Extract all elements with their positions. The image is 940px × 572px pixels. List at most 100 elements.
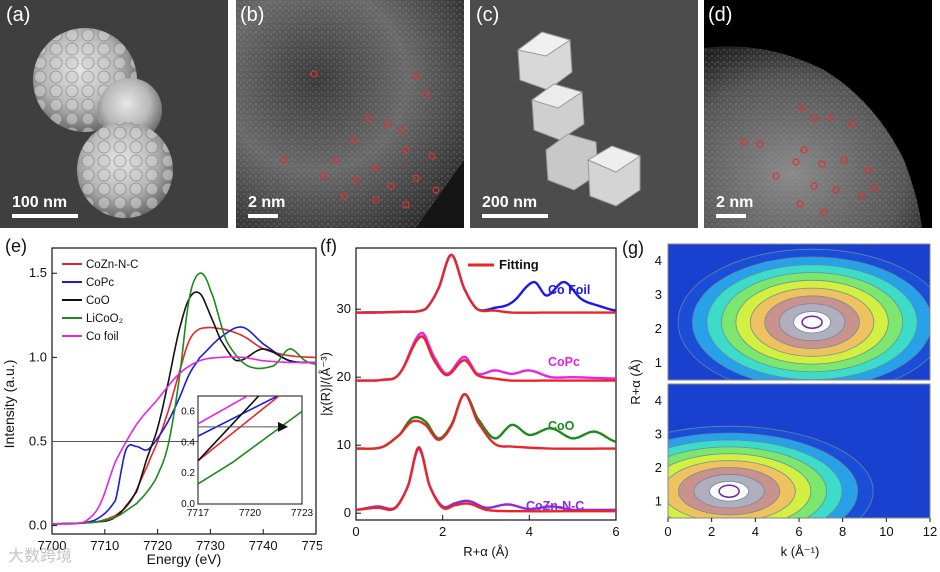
- series-label: CoPc: [548, 355, 580, 369]
- contour-level: [709, 480, 750, 502]
- x-axis-label: Energy (eV): [147, 551, 222, 567]
- scale-bar: 100 nm: [12, 194, 78, 218]
- scale-bar-line: [12, 214, 78, 218]
- inset-line: [198, 396, 249, 425]
- scale-bar: 2 nm: [716, 194, 753, 218]
- series-line-CoO fit: [356, 392, 616, 450]
- legend-entry: LiCoO₂: [86, 313, 123, 325]
- legend-entry: CoZn-N-C: [86, 259, 138, 271]
- y-tick-label: 4: [655, 253, 662, 268]
- x-tick-label: 0: [664, 524, 671, 539]
- x-tick-label: 7720: [143, 538, 172, 553]
- panel-a-sem-image: (a) 100 nm: [0, 0, 228, 228]
- y-axis-label: R+α (Å): [628, 359, 643, 404]
- exafs-chart: 0 2 4 6 0 10 20 30 (f) R+α (Å) |χ(R)|/(Å⁻³) Fitting…: [318, 236, 620, 559]
- y-tick-label: 0.5: [29, 433, 47, 448]
- x-tick-label: 0: [352, 524, 359, 539]
- series-line-Co Foil fit: [356, 253, 616, 314]
- y-tick-label: 30: [337, 301, 351, 316]
- panel-f-exafs-chart: 0 2 4 6 0 10 20 30 (f) R+α (Å) |χ(R)|/(Å⁻³) Fitting…: [316, 234, 626, 572]
- y-tick-label: 1.5: [29, 265, 47, 280]
- scale-bar: 2 nm: [248, 194, 285, 218]
- series-label: Co Foil: [548, 283, 590, 297]
- y-axis-label: Intensity (a.u.): [1, 360, 17, 449]
- panel-label: (c): [476, 4, 500, 26]
- y-tick-label: 0: [344, 505, 351, 520]
- x-tick-label: 7740: [249, 538, 278, 553]
- legend-entry: Fitting: [499, 257, 539, 272]
- y-tick-label: 3: [655, 426, 662, 441]
- series-line-CoZn-N-C fit: [355, 445, 616, 513]
- contour-peak: [801, 315, 823, 329]
- legend-entry: CoPc: [86, 277, 114, 289]
- inset-line: [198, 396, 280, 437]
- series-line-CoO: [51, 291, 317, 525]
- series-line-CoO: [356, 392, 617, 450]
- series-line-LiCoO₂: [51, 272, 317, 525]
- scale-bar-line: [716, 214, 746, 218]
- y-tick-label: 3: [655, 287, 662, 302]
- y-tick-label: 2: [655, 460, 662, 475]
- panel-label: (f): [320, 236, 337, 256]
- haadf-image-d: [704, 0, 932, 228]
- y-tick-label: 10: [337, 437, 351, 452]
- inset-y-tick-label: 0.6: [181, 406, 195, 417]
- y-tick-label: 1: [655, 355, 662, 370]
- panel-g-wavelet-chart: 1 2 3 4 1 2 3 4 0 2 4 6 8 10 12 (g) k (Å⁻¹) R+α (Å): [620, 234, 940, 572]
- x-tick-label: 6: [612, 524, 619, 539]
- inset-x-tick-label: 7720: [239, 508, 262, 519]
- y-tick-label: 2: [655, 321, 662, 336]
- plot-frame: [355, 247, 617, 521]
- wavelet-contours: [677, 248, 930, 380]
- contour-peak: [718, 484, 740, 498]
- scale-bar: 200 nm: [482, 194, 548, 218]
- x-axis-label: R+α (Å): [463, 544, 508, 559]
- y-axis-label: |χ(R)|/(Å⁻³): [318, 352, 333, 416]
- haadf-image-b: [236, 0, 464, 228]
- scale-bar-line: [248, 214, 278, 218]
- x-tick-label: 2: [439, 524, 446, 539]
- panel-label: (a): [6, 4, 31, 26]
- x-tick-label: 4: [752, 524, 759, 539]
- panel-frame: [667, 243, 931, 381]
- sem-particles-image: [0, 0, 228, 228]
- inset-x-tick-label: 7723: [291, 508, 314, 519]
- wavelet-contours: [668, 425, 874, 518]
- series-label: CoZn-N-C: [526, 499, 584, 513]
- panel-d-haadf-image: (d) 2 nm: [704, 0, 932, 228]
- scale-bar-label: 2 nm: [716, 194, 754, 211]
- series-line-CoPc fit: [356, 335, 616, 382]
- inset-x-tick-label: 7717: [187, 508, 210, 519]
- scale-bar-label: 2 nm: [248, 194, 286, 211]
- watermark: 大数跨境: [8, 546, 73, 565]
- contour-level: [793, 311, 831, 334]
- y-tick-label: 1.0: [29, 349, 47, 364]
- x-tick-label: 7710: [90, 538, 119, 553]
- x-axis-label: k (Å⁻¹): [781, 544, 820, 559]
- x-tick-label: 4: [526, 524, 533, 539]
- single-atom-markers: [740, 104, 878, 216]
- scale-bar-label: 200 nm: [482, 194, 538, 211]
- x-tick-label: 6: [795, 524, 802, 539]
- panel-label: (g): [622, 238, 644, 258]
- x-tick-label: 7700: [38, 538, 67, 553]
- legend-entry: CoO: [86, 295, 110, 307]
- plot-frame: [51, 247, 317, 535]
- scale-bar-label: 100 nm: [12, 194, 68, 211]
- inset-line: [198, 396, 260, 462]
- x-tick-label: 8: [839, 524, 846, 539]
- panel-b-haadf-image: (b) 2 nm: [236, 0, 464, 228]
- panel-label: (d): [708, 4, 733, 26]
- legend-entry: Co foil: [86, 331, 119, 343]
- single-atom-markers: [280, 70, 440, 209]
- panel-label: (e): [5, 236, 27, 256]
- inset-line: [198, 396, 281, 462]
- sem-dodecahedra-image: [470, 0, 698, 228]
- x-tick-label: 2: [708, 524, 715, 539]
- y-tick-label: 1: [655, 493, 662, 508]
- y-tick-label: 4: [655, 393, 662, 408]
